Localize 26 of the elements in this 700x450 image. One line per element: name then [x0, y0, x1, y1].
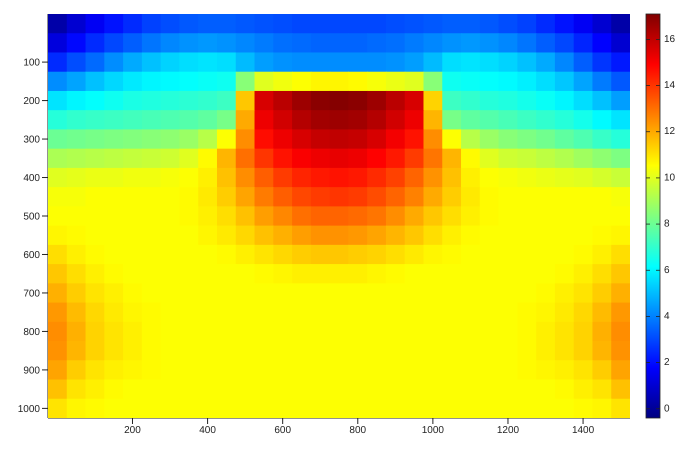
y-tick-label: 400	[23, 173, 40, 184]
x-tick-label: 1200	[496, 425, 520, 436]
color-bar-label: 6	[664, 264, 670, 276]
color-bar-label: 0	[664, 403, 670, 414]
y-tick-label: 500	[23, 212, 40, 223]
y-tick-label: 700	[23, 288, 40, 300]
y-tick-label: 200	[23, 96, 40, 108]
x-tick-label: 400	[199, 425, 216, 436]
y-tick-label: 600	[23, 250, 40, 262]
color-bar-label: 14	[664, 80, 676, 92]
x-tick-label: 200	[124, 425, 142, 436]
y-tick-label: 900	[23, 365, 40, 376]
color-bar-label: 4	[664, 310, 670, 322]
y-tick-label: 100	[23, 58, 40, 69]
color-bar-label: 2	[664, 357, 670, 368]
x-tick-label: 600	[274, 425, 292, 436]
y-tick-label: 1000	[18, 404, 40, 415]
x-tick-label: 800	[349, 425, 367, 436]
color-bar-label: 8	[664, 218, 670, 230]
color-bar-label: 12	[664, 126, 676, 138]
color-bar-label: 16	[664, 34, 676, 45]
x-tick-label: 1400	[572, 425, 595, 436]
y-tick-label: 300	[23, 134, 40, 146]
x-tick-label: 1000	[422, 425, 444, 436]
color-bar-label: 10	[664, 172, 676, 184]
y-tick-label: 800	[23, 326, 40, 338]
